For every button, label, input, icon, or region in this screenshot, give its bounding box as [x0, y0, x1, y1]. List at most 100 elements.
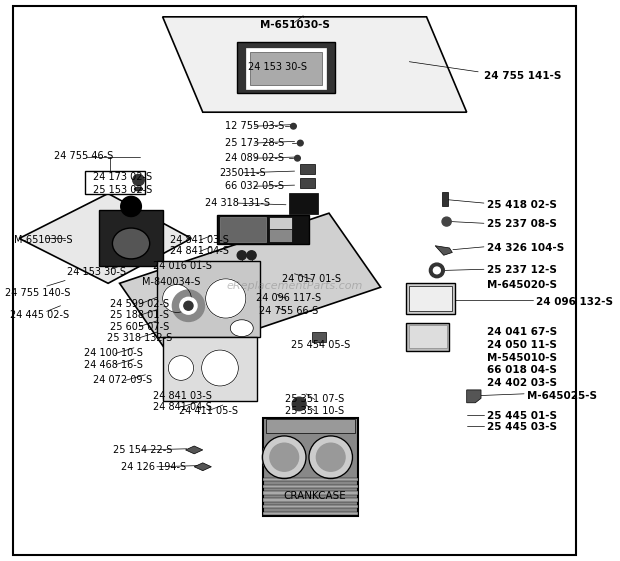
FancyBboxPatch shape: [263, 478, 358, 481]
FancyBboxPatch shape: [263, 418, 358, 516]
FancyBboxPatch shape: [85, 171, 146, 194]
Ellipse shape: [134, 187, 143, 191]
Circle shape: [442, 217, 451, 226]
Text: 25 188 01-S: 25 188 01-S: [110, 310, 169, 320]
FancyBboxPatch shape: [300, 164, 315, 174]
Text: 24 072 09-S: 24 072 09-S: [93, 375, 152, 385]
Text: 24 089 02-S: 24 089 02-S: [225, 153, 284, 163]
FancyBboxPatch shape: [266, 419, 355, 433]
Text: 24 153 30-S: 24 153 30-S: [248, 62, 307, 72]
Text: 24 126 194-S: 24 126 194-S: [122, 462, 187, 472]
FancyBboxPatch shape: [162, 337, 257, 401]
Circle shape: [169, 356, 193, 380]
Circle shape: [292, 397, 306, 411]
Text: 25 351 07-S: 25 351 07-S: [285, 394, 344, 404]
Text: eReplacementParts.com: eReplacementParts.com: [226, 281, 363, 291]
Text: 24 841 04-S: 24 841 04-S: [170, 246, 229, 256]
Text: M-645020-S: M-645020-S: [487, 280, 557, 290]
Circle shape: [430, 263, 445, 278]
FancyBboxPatch shape: [409, 325, 446, 348]
Circle shape: [294, 155, 300, 161]
Text: 24 050 11-S: 24 050 11-S: [487, 340, 557, 350]
Text: 25 153 02-S: 25 153 02-S: [92, 185, 152, 195]
FancyBboxPatch shape: [409, 286, 453, 311]
FancyBboxPatch shape: [407, 283, 455, 314]
Text: M-645025-S: M-645025-S: [527, 390, 597, 401]
Circle shape: [270, 443, 299, 471]
Text: 24 411 05-S: 24 411 05-S: [179, 406, 238, 416]
Polygon shape: [162, 17, 467, 112]
FancyBboxPatch shape: [312, 332, 326, 342]
Circle shape: [206, 279, 246, 318]
Text: 24 402 03-S: 24 402 03-S: [487, 378, 557, 388]
Text: CRANKCASE: CRANKCASE: [283, 491, 346, 502]
Text: 12 755 03-S: 12 755 03-S: [225, 121, 284, 131]
Text: 24 841 03-S: 24 841 03-S: [153, 390, 212, 401]
Text: 24 100 10-S: 24 100 10-S: [84, 348, 143, 358]
Circle shape: [291, 123, 296, 129]
Text: 25 445 01-S: 25 445 01-S: [487, 411, 557, 421]
FancyBboxPatch shape: [263, 485, 358, 488]
Circle shape: [180, 297, 197, 314]
Text: 66 018 04-S: 66 018 04-S: [487, 365, 557, 375]
Text: 235011-S: 235011-S: [219, 168, 266, 178]
Circle shape: [247, 251, 256, 260]
Circle shape: [237, 251, 246, 260]
Text: M-651030-S: M-651030-S: [14, 235, 73, 245]
FancyBboxPatch shape: [217, 215, 309, 244]
FancyBboxPatch shape: [268, 228, 291, 242]
Text: 25 318 132-S: 25 318 132-S: [107, 333, 172, 343]
Text: 24 755 46-S: 24 755 46-S: [54, 151, 113, 161]
Text: 25 237 08-S: 25 237 08-S: [487, 219, 557, 229]
Text: M-840034-S: M-840034-S: [142, 277, 200, 287]
Text: 24 755 141-S: 24 755 141-S: [484, 71, 561, 81]
Circle shape: [162, 284, 192, 312]
Polygon shape: [120, 213, 381, 358]
Circle shape: [316, 443, 345, 471]
Circle shape: [309, 436, 353, 479]
FancyBboxPatch shape: [157, 261, 260, 337]
Text: 24 326 104-S: 24 326 104-S: [487, 243, 564, 253]
Text: 25 605 07-S: 25 605 07-S: [110, 321, 169, 332]
FancyBboxPatch shape: [407, 323, 450, 351]
FancyBboxPatch shape: [263, 512, 358, 515]
Circle shape: [298, 140, 303, 146]
Text: 25 173 28-S: 25 173 28-S: [225, 138, 284, 148]
Text: 25 418 02-S: 25 418 02-S: [487, 200, 557, 210]
Text: M-545010-S: M-545010-S: [487, 353, 557, 363]
FancyBboxPatch shape: [263, 498, 358, 502]
Text: 24 468 16-S: 24 468 16-S: [84, 360, 143, 370]
FancyBboxPatch shape: [289, 193, 317, 214]
Text: 24 096 117-S: 24 096 117-S: [256, 293, 321, 304]
Text: 24 755 66-S: 24 755 66-S: [259, 306, 319, 316]
Text: 24 841 03-S: 24 841 03-S: [170, 235, 229, 245]
Text: 24 153 30-S: 24 153 30-S: [67, 267, 126, 277]
FancyBboxPatch shape: [99, 210, 162, 266]
FancyBboxPatch shape: [14, 6, 576, 555]
Text: 25 154 22-S: 25 154 22-S: [113, 445, 172, 455]
Text: 25 445 03-S: 25 445 03-S: [487, 422, 557, 433]
Text: 24 016 01-S: 24 016 01-S: [153, 261, 212, 272]
Text: 25 351 10-S: 25 351 10-S: [285, 406, 344, 416]
FancyBboxPatch shape: [263, 491, 358, 495]
Circle shape: [121, 196, 141, 217]
Circle shape: [433, 267, 440, 274]
Text: 24 445 02-S: 24 445 02-S: [10, 310, 69, 320]
FancyBboxPatch shape: [220, 217, 266, 242]
FancyBboxPatch shape: [250, 52, 322, 85]
FancyBboxPatch shape: [268, 217, 291, 229]
Text: 24 017 01-S: 24 017 01-S: [282, 274, 341, 284]
Polygon shape: [194, 463, 211, 471]
Polygon shape: [435, 246, 453, 255]
Ellipse shape: [112, 228, 149, 259]
Polygon shape: [19, 194, 192, 283]
Text: 25 237 12-S: 25 237 12-S: [487, 265, 557, 275]
FancyBboxPatch shape: [263, 505, 358, 508]
Circle shape: [172, 290, 205, 321]
Text: 24 041 67-S: 24 041 67-S: [487, 327, 557, 337]
Ellipse shape: [230, 320, 253, 337]
Text: 24 318 131-S: 24 318 131-S: [205, 198, 270, 208]
Circle shape: [262, 436, 306, 479]
Polygon shape: [185, 446, 203, 454]
Circle shape: [202, 350, 238, 386]
